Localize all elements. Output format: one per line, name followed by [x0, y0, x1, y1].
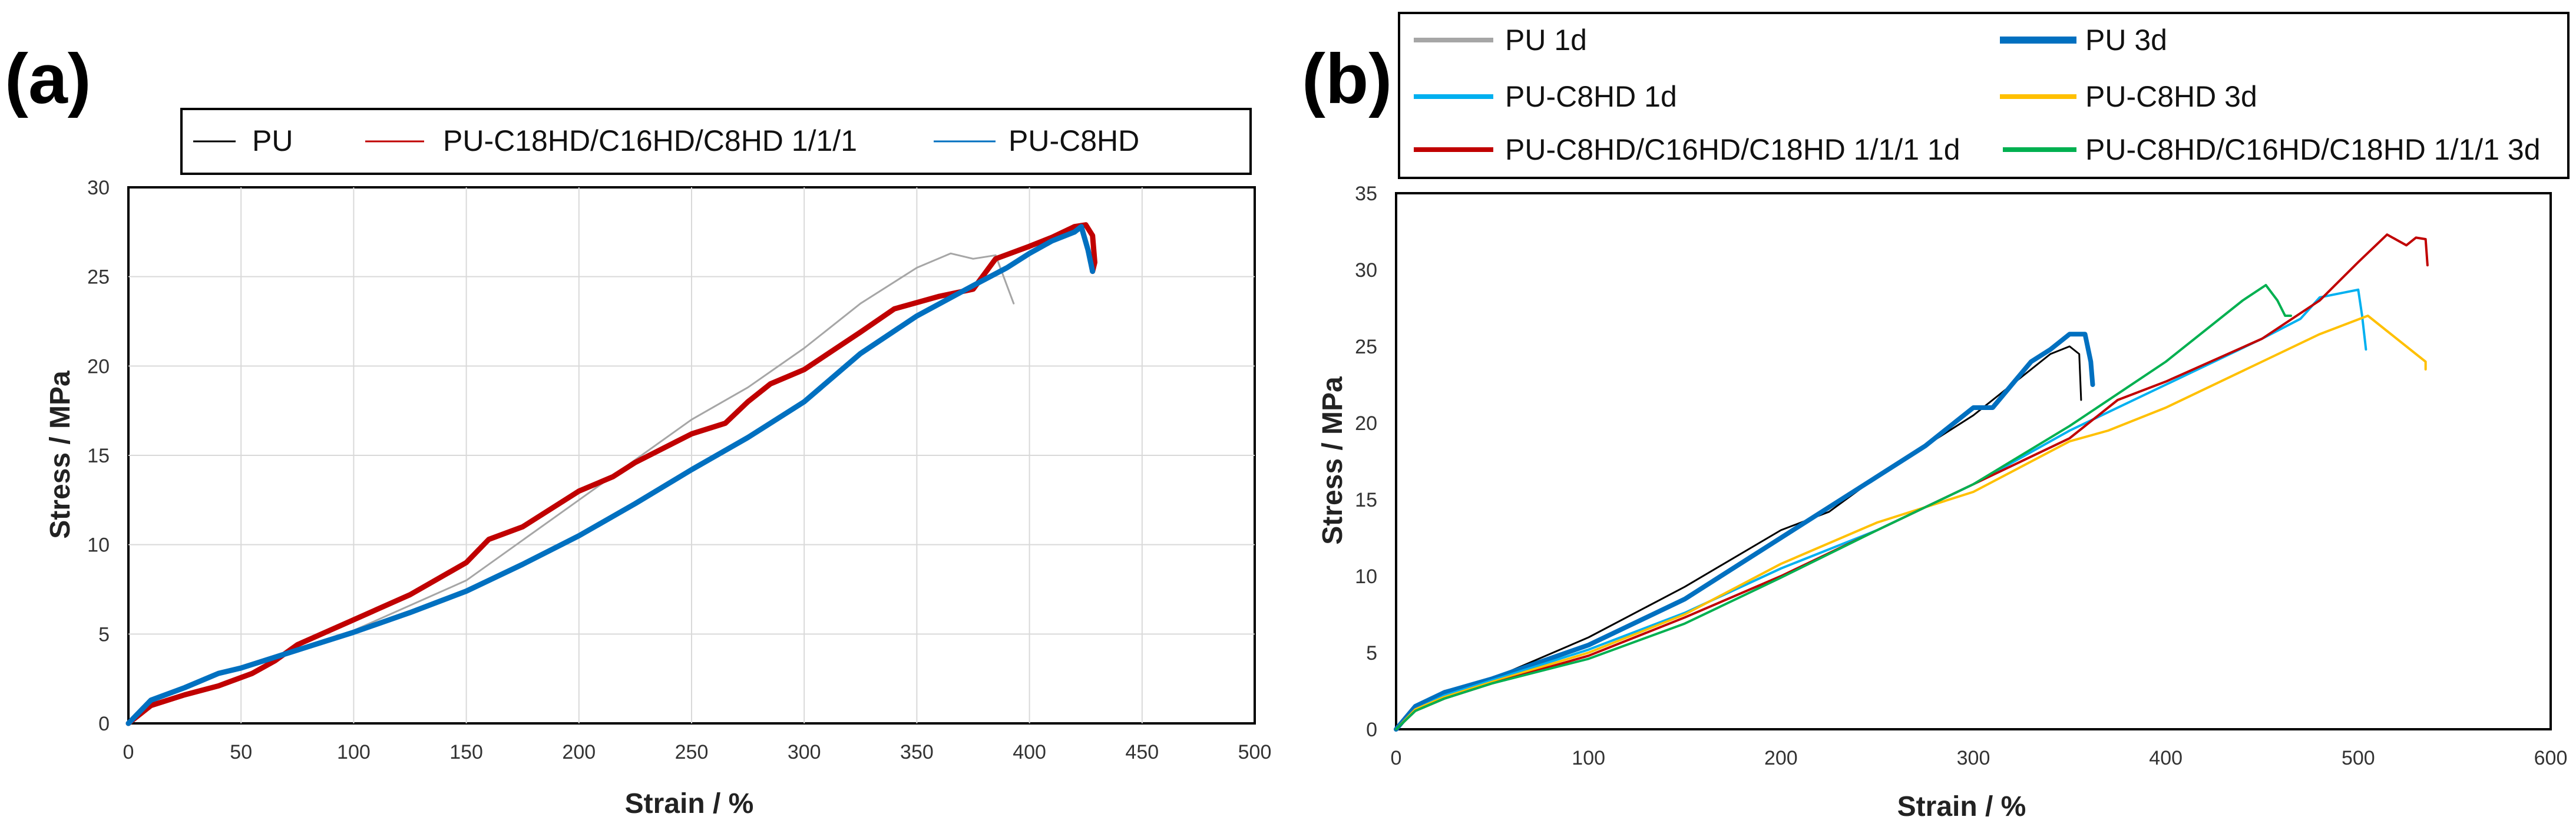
x-ticks-a: 0 50 100 150 200 250 300 350 400 450 500: [123, 741, 1272, 763]
legend-b-label-2: PU-C8HD 1d: [1505, 80, 1677, 113]
x-axis-title-a: Strain / %: [625, 788, 754, 819]
y-ticks-b: 0 5 10 15 20 25 30 35: [1355, 183, 1377, 741]
x-tick-label-a-0: 0: [123, 741, 134, 763]
legend-b-label-1: PU 3d: [2085, 24, 2167, 57]
x-tick-label-b-0: 0: [1391, 747, 1402, 769]
y-tick-label-b-6: 30: [1355, 259, 1377, 282]
y-ticks-a: 0 5 10 15 20 25 30: [87, 177, 110, 735]
x-tick-label-a-4: 200: [562, 741, 596, 763]
legend-b: PU 1d PU 3d PU-C8HD 1d PU-C8HD 3d PU-C8H…: [1398, 12, 2570, 179]
legend-a-label-0: PU: [252, 124, 293, 157]
legend-b-label-0: PU 1d: [1505, 24, 1587, 57]
x-tick-label-a-3: 150: [449, 741, 483, 763]
y-tick-label-b-3: 15: [1355, 489, 1377, 511]
legend-a-label-2: PU-C8HD: [1008, 124, 1139, 157]
y-axis-title-b: Stress / MPa: [1317, 376, 1348, 545]
x-tick-label-b-3: 300: [1957, 747, 1990, 769]
x-tick-label-a-9: 450: [1125, 741, 1159, 763]
chart-panel-a: (a) PU PU-C18HD/C16HD/C8HD 1/1/1 PU-C8HD…: [5, 39, 1271, 819]
chart-panel-b: (b) PU 1d PU 3d PU-C8HD 1d PU-C8HD 3d PU…: [1302, 12, 2570, 822]
x-tick-label-a-7: 350: [900, 741, 934, 763]
y-tick-label-a-1: 5: [98, 623, 110, 646]
legend-b-label-5: PU-C8HD/C16HD/C18HD 1/1/1 3d: [2085, 133, 2541, 166]
x-tick-label-a-5: 250: [675, 741, 709, 763]
y-tick-label-b-1: 5: [1366, 642, 1377, 664]
x-tick-label-a-1: 50: [230, 741, 252, 763]
legend-b-label-4: PU-C8HD/C16HD/C18HD 1/1/1 1d: [1505, 133, 1960, 166]
y-tick-label-b-0: 0: [1366, 719, 1377, 741]
y-tick-label-a-5: 25: [87, 266, 110, 289]
y-tick-label-a-3: 15: [87, 445, 110, 467]
x-tick-label-a-8: 400: [1013, 741, 1046, 763]
series-a: [125, 222, 1097, 726]
y-tick-label-a-0: 0: [98, 713, 110, 735]
y-axis-title-a: Stress / MPa: [45, 371, 76, 539]
x-tick-label-b-6: 600: [2534, 747, 2568, 769]
y-tick-label-a-6: 30: [87, 177, 110, 199]
x-tick-label-b-2: 200: [1764, 747, 1798, 769]
plot-area-b: [1395, 192, 2552, 730]
y-tick-label-a-2: 10: [87, 534, 110, 557]
y-tick-label-b-2: 10: [1355, 566, 1377, 588]
series-line-b-5: [1395, 284, 2292, 730]
x-tick-label-b-1: 100: [1572, 747, 1605, 769]
legend-b-box: [1398, 12, 2570, 179]
series-line-b-1: [1394, 332, 2095, 732]
x-tick-label-a-2: 100: [337, 741, 371, 763]
x-tick-label-b-5: 500: [2342, 747, 2375, 769]
x-ticks-b: 0 100 200 300 400 500 600: [1391, 747, 2568, 769]
legend-a-label-1: PU-C18HD/C16HD/C8HD 1/1/1: [443, 124, 857, 157]
series-line-a-2: [125, 224, 1096, 726]
legend-a-box: [180, 108, 1252, 175]
panel-a-label: (a): [5, 39, 91, 118]
series-line-b-3: [1395, 315, 2427, 730]
x-tick-label-a-10: 500: [1238, 741, 1272, 763]
y-tick-label-a-4: 20: [87, 355, 110, 378]
panel-b-label: (b): [1302, 39, 1392, 118]
legend-b-label-3: PU-C8HD 3d: [2085, 80, 2257, 113]
y-tick-label-b-7: 35: [1355, 183, 1377, 205]
x-tick-label-b-4: 400: [2149, 747, 2183, 769]
x-tick-label-a-6: 300: [788, 741, 821, 763]
y-tick-label-b-5: 25: [1355, 336, 1377, 358]
x-axis-title-b: Strain / %: [1897, 791, 2026, 822]
y-tick-label-b-4: 20: [1355, 412, 1377, 435]
legend-a: PU PU-C18HD/C16HD/C8HD 1/1/1 PU-C8HD: [180, 108, 1252, 175]
series-b: [1394, 233, 2429, 732]
